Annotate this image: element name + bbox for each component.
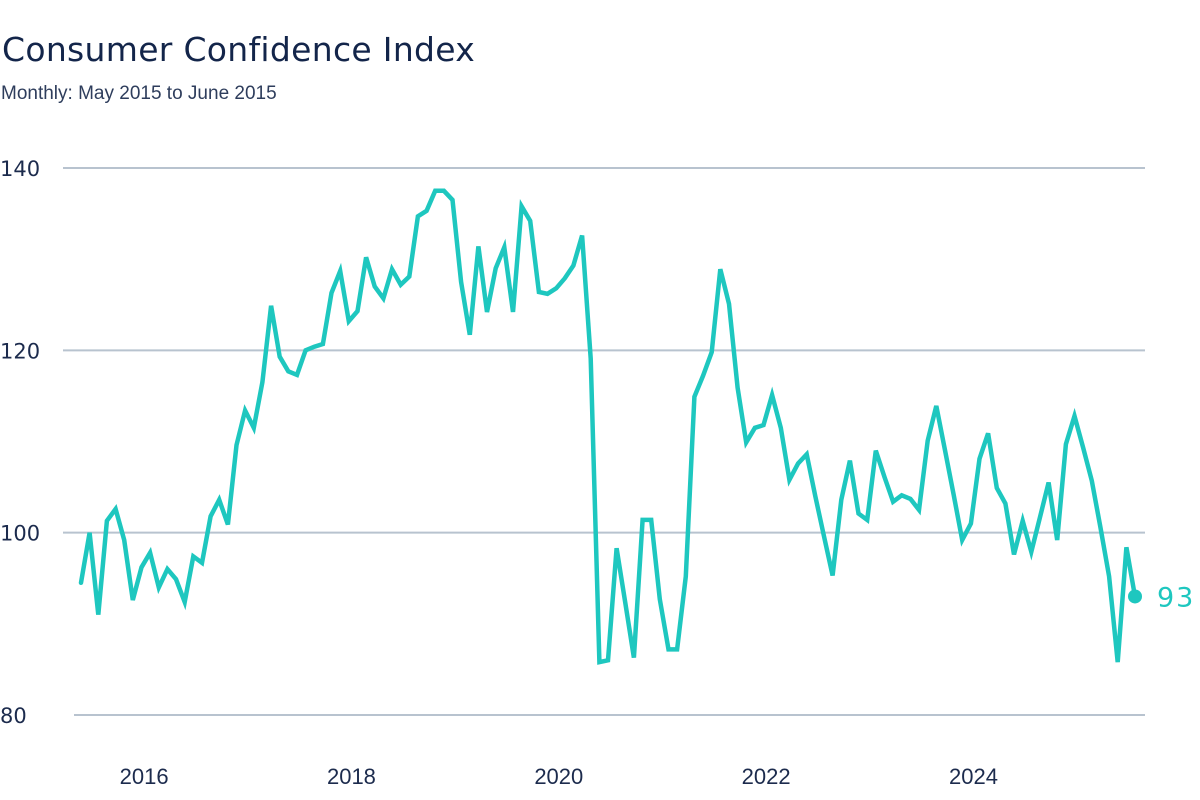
series-line: [78, 188, 1138, 665]
x-tick-label: 2016: [120, 764, 169, 789]
y-tick-label: 80: [0, 704, 27, 728]
y-axis-ticks: 80 100 120 140: [0, 157, 40, 728]
x-tick-label: 2022: [742, 764, 791, 789]
y-tick-label: 140: [0, 157, 40, 181]
gridlines: [63, 167, 1145, 716]
y-tick-label: 100: [0, 522, 40, 546]
x-tick-label: 2018: [327, 764, 376, 789]
x-tick-label: 2020: [534, 764, 583, 789]
series-layer: [78, 188, 1138, 665]
end-value-label: 93: [1157, 582, 1195, 613]
chart-subtitle: Monthly: May 2015 to June 2015: [1, 83, 277, 104]
x-tick-label: 2024: [949, 764, 998, 789]
y-tick-label: 120: [0, 339, 40, 363]
end-point-marker: [1128, 589, 1142, 604]
chart-title: Consumer Confidence Index: [2, 30, 476, 69]
x-axis-ticks: 2016 2018 2020 2022 2024: [120, 764, 998, 789]
annotations: 93: [1128, 582, 1195, 613]
